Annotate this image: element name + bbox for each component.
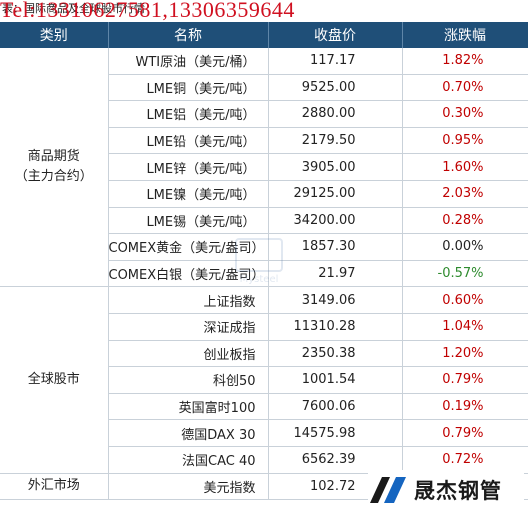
- category-cell: 外汇市场: [0, 473, 109, 501]
- change-cell: 0.60%: [402, 286, 528, 314]
- close-cell: 1001.54: [268, 366, 403, 394]
- header-category: 类别: [0, 22, 109, 48]
- change-cell: 0.79%: [402, 366, 528, 394]
- close-cell: 117.17: [268, 48, 403, 75]
- close-cell: 1857.30: [268, 233, 403, 261]
- name-cell: 深证成指: [108, 313, 269, 341]
- change-cell: 2.03%: [402, 180, 528, 208]
- table-row: 科创50 1001.54 0.79%: [0, 366, 528, 394]
- name-cell: 法国CAC 40: [108, 446, 269, 474]
- header-name: 名称: [108, 22, 269, 48]
- close-cell: 3905.00: [268, 153, 403, 181]
- close-cell: 29125.00: [268, 180, 403, 208]
- name-cell: 科创50: [108, 366, 269, 394]
- name-cell: 德国DAX 30: [108, 419, 269, 447]
- name-cell: COMEX黄金（美元/盎司）: [108, 233, 269, 261]
- table-row: LME铅（美元/吨） 2179.50 0.95%: [0, 127, 528, 155]
- change-cell: 0.70%: [402, 74, 528, 102]
- name-cell: 上证指数: [108, 286, 269, 314]
- change-cell: 1.20%: [402, 340, 528, 368]
- close-cell: 2880.00: [268, 100, 403, 128]
- table-row: 创业板指 2350.38 1.20%: [0, 340, 528, 368]
- name-cell: 创业板指: [108, 340, 269, 368]
- name-cell: COMEX白银（美元/盎司）: [108, 260, 269, 288]
- close-cell: 34200.00: [268, 207, 403, 235]
- category-cell: 全球股市: [0, 286, 109, 474]
- table-row: 全球股市 上证指数 3149.06 0.60%: [0, 286, 528, 474]
- contact-phone-overlay: Tel:13310627581,13306359644: [0, 0, 295, 22]
- name-cell: LME锌（美元/吨）: [108, 153, 269, 181]
- change-cell: -0.57%: [402, 260, 528, 288]
- close-cell: 21.97: [268, 260, 403, 288]
- company-logo: 晟杰钢管: [368, 470, 524, 510]
- table-row: LME镍（美元/吨） 29125.00 2.03%: [0, 180, 528, 208]
- change-cell: 0.19%: [402, 393, 528, 421]
- close-cell: 2350.38: [268, 340, 403, 368]
- name-cell: WTI原油（美元/桶）: [108, 48, 269, 75]
- table-caption: 表：国际商品及全球股市行情: [2, 2, 145, 15]
- category-cell: 商品期货 （主力合约）: [0, 48, 109, 288]
- change-cell: 0.95%: [402, 127, 528, 155]
- close-cell: 3149.06: [268, 286, 403, 314]
- name-cell: LME镍（美元/吨）: [108, 180, 269, 208]
- change-cell: 0.00%: [402, 233, 528, 261]
- change-cell: 0.28%: [402, 207, 528, 235]
- table-header-row: 类别 名称 收盘价 涨跌幅: [0, 22, 528, 48]
- table-row: 深证成指 11310.28 1.04%: [0, 313, 528, 341]
- header-close: 收盘价: [268, 22, 403, 48]
- name-cell: LME铜（美元/吨）: [108, 74, 269, 102]
- change-cell: 1.60%: [402, 153, 528, 181]
- change-cell: 0.79%: [402, 419, 528, 447]
- change-cell: 1.04%: [402, 313, 528, 341]
- table-row: COMEX黄金（美元/盎司） 1857.30 0.00%: [0, 233, 528, 261]
- table-row: COMEX白银（美元/盎司） 21.97 -0.57%: [0, 260, 528, 288]
- name-cell: LME铝（美元/吨）: [108, 100, 269, 128]
- table-row: LME锌（美元/吨） 3905.00 1.60%: [0, 153, 528, 181]
- change-cell: 1.82%: [402, 48, 528, 75]
- table-row: 英国富时100 7600.06 0.19%: [0, 393, 528, 421]
- close-cell: 11310.28: [268, 313, 403, 341]
- table-row: 德国DAX 30 14575.98 0.79%: [0, 419, 528, 447]
- table-row: LME锡（美元/吨） 34200.00 0.28%: [0, 207, 528, 235]
- table-body: 商品期货 （主力合约） WTI原油（美元/桶） 117.17 1.82% LME铜（美元…: [0, 48, 528, 501]
- name-cell: 美元指数: [108, 473, 269, 501]
- name-cell: 英国富时100: [108, 393, 269, 421]
- close-cell: 14575.98: [268, 419, 403, 447]
- logo-mark-icon: [370, 477, 406, 503]
- change-cell: 0.72%: [402, 446, 528, 474]
- close-cell: 2179.50: [268, 127, 403, 155]
- name-cell: LME锡（美元/吨）: [108, 207, 269, 235]
- change-cell: 0.30%: [402, 100, 528, 128]
- close-cell: 7600.06: [268, 393, 403, 421]
- table-row: 商品期货 （主力合约） WTI原油（美元/桶） 117.17 1.82%: [0, 48, 528, 288]
- logo-text: 晟杰钢管: [414, 479, 502, 503]
- close-cell: 6562.39: [268, 446, 403, 474]
- header-change: 涨跌幅: [402, 22, 528, 48]
- table-row: LME铝（美元/吨） 2880.00 0.30%: [0, 100, 528, 128]
- close-cell: 9525.00: [268, 74, 403, 102]
- market-table: 类别 名称 收盘价 涨跌幅 商品期货 （主力合约） WTI原油（美元/桶） 117.…: [0, 22, 528, 501]
- name-cell: LME铅（美元/吨）: [108, 127, 269, 155]
